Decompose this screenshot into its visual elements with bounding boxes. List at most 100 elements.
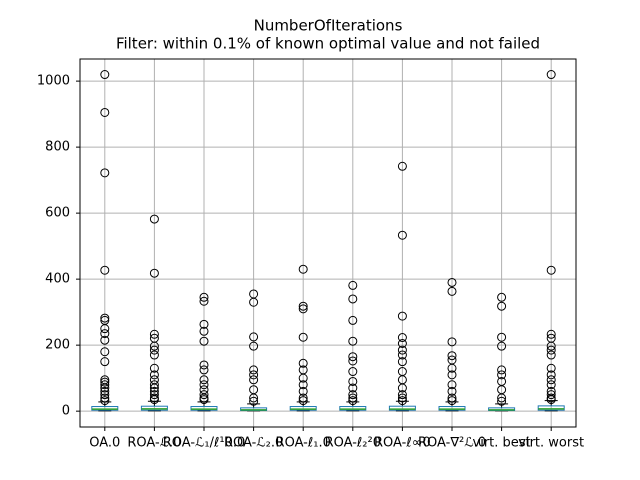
flier [199, 380, 209, 390]
flier [546, 70, 556, 80]
flier [497, 301, 507, 311]
chart-subtitle: Filter: within 0.1% of known optimal val… [116, 35, 540, 53]
chart-title: NumberOfIterations [254, 17, 403, 35]
flier [249, 332, 259, 342]
box [289, 406, 317, 411]
flier [100, 396, 110, 406]
flier [447, 351, 457, 361]
flier [298, 304, 308, 314]
flier [546, 265, 556, 275]
flier [100, 383, 110, 393]
flier [397, 393, 407, 403]
flier [546, 350, 556, 360]
x-tick-label: ROA-ℒ₂.0 [224, 436, 283, 451]
y-tick-label: 1000 [37, 74, 70, 89]
flier [199, 375, 209, 385]
flier [100, 335, 110, 345]
flier [397, 230, 407, 240]
flier [149, 329, 159, 339]
x-tick-label: ROA-∇²ℒ.0 [418, 436, 486, 451]
flier [447, 380, 457, 390]
y-tick-label: 0 [62, 404, 70, 419]
flier [149, 341, 159, 351]
flier [149, 345, 159, 355]
x-tick-label: ROA-ℒ₁/ℓ¹0.0 [163, 436, 246, 451]
flier [149, 214, 159, 224]
flier [397, 311, 407, 321]
flier [249, 341, 259, 351]
flier [546, 395, 556, 405]
flier [546, 380, 556, 390]
flier [348, 294, 358, 304]
flier [348, 352, 358, 362]
flier [497, 365, 507, 375]
flier [397, 338, 407, 348]
flier [100, 357, 110, 367]
flier [497, 393, 507, 403]
flier [100, 386, 110, 396]
x-tick-label: ROA-ℓ∞0 [374, 436, 431, 451]
flier [149, 268, 159, 278]
flier [298, 358, 308, 368]
plot-frame [79, 58, 577, 428]
box [339, 406, 367, 411]
flier [100, 329, 110, 339]
flier [546, 375, 556, 385]
flier [546, 341, 556, 351]
flier [149, 395, 159, 405]
flier [348, 396, 358, 406]
flier [546, 363, 556, 373]
flier [348, 390, 358, 400]
flier [249, 365, 259, 375]
flier [447, 363, 457, 373]
flier [249, 393, 259, 403]
flier [199, 319, 209, 329]
flier [298, 396, 308, 406]
flier [298, 386, 308, 396]
flier [199, 296, 209, 306]
flier [249, 375, 259, 385]
flier [397, 383, 407, 393]
box [537, 405, 565, 411]
flier [100, 377, 110, 387]
x-tick-label: virt. best [473, 436, 531, 451]
flier [100, 168, 110, 178]
flier [497, 396, 507, 406]
flier [199, 390, 209, 400]
box [438, 406, 466, 411]
flier [497, 332, 507, 342]
flier [447, 386, 457, 396]
flier [199, 326, 209, 336]
flier [447, 286, 457, 296]
flier [149, 363, 159, 373]
flier [447, 337, 457, 347]
flier [497, 292, 507, 302]
flier [149, 390, 159, 400]
flier [348, 393, 358, 403]
flier [100, 393, 110, 403]
flier [447, 393, 457, 403]
box [91, 406, 119, 411]
flier [348, 356, 358, 366]
flier [497, 341, 507, 351]
flier [149, 380, 159, 390]
x-tick-label: ROA-ℓ₁.0 [276, 436, 331, 451]
y-tick-label: 200 [45, 338, 70, 353]
flier [397, 333, 407, 343]
flier [149, 383, 159, 393]
flier [100, 70, 110, 80]
flier [546, 370, 556, 380]
flier [100, 347, 110, 357]
flier [397, 345, 407, 355]
flier [397, 350, 407, 360]
box [388, 405, 416, 411]
flier [249, 370, 259, 380]
flier [348, 376, 358, 386]
flier [397, 161, 407, 171]
flier [249, 297, 259, 307]
flier [546, 345, 556, 355]
flier [397, 396, 407, 406]
flier [447, 396, 457, 406]
